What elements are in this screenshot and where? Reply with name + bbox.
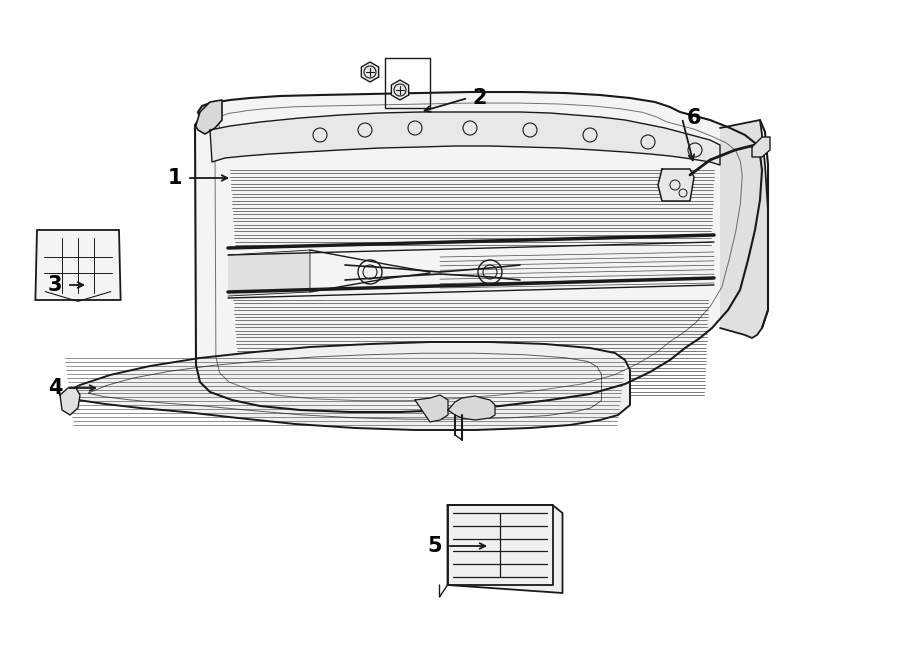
Text: 6: 6 — [687, 108, 701, 128]
Polygon shape — [60, 388, 80, 415]
Text: 4: 4 — [48, 378, 62, 398]
Polygon shape — [752, 137, 770, 157]
Polygon shape — [720, 120, 768, 338]
Text: 3: 3 — [48, 275, 62, 295]
Text: 1: 1 — [167, 168, 182, 188]
Polygon shape — [195, 100, 222, 134]
Polygon shape — [447, 505, 562, 593]
Polygon shape — [35, 230, 121, 300]
Polygon shape — [392, 80, 409, 100]
Text: 2: 2 — [472, 88, 487, 108]
Polygon shape — [415, 395, 495, 422]
Polygon shape — [60, 342, 630, 430]
Text: 5: 5 — [428, 536, 442, 556]
Polygon shape — [361, 62, 379, 82]
Polygon shape — [195, 92, 762, 412]
Polygon shape — [210, 112, 720, 165]
Polygon shape — [658, 169, 694, 201]
Polygon shape — [228, 250, 310, 296]
